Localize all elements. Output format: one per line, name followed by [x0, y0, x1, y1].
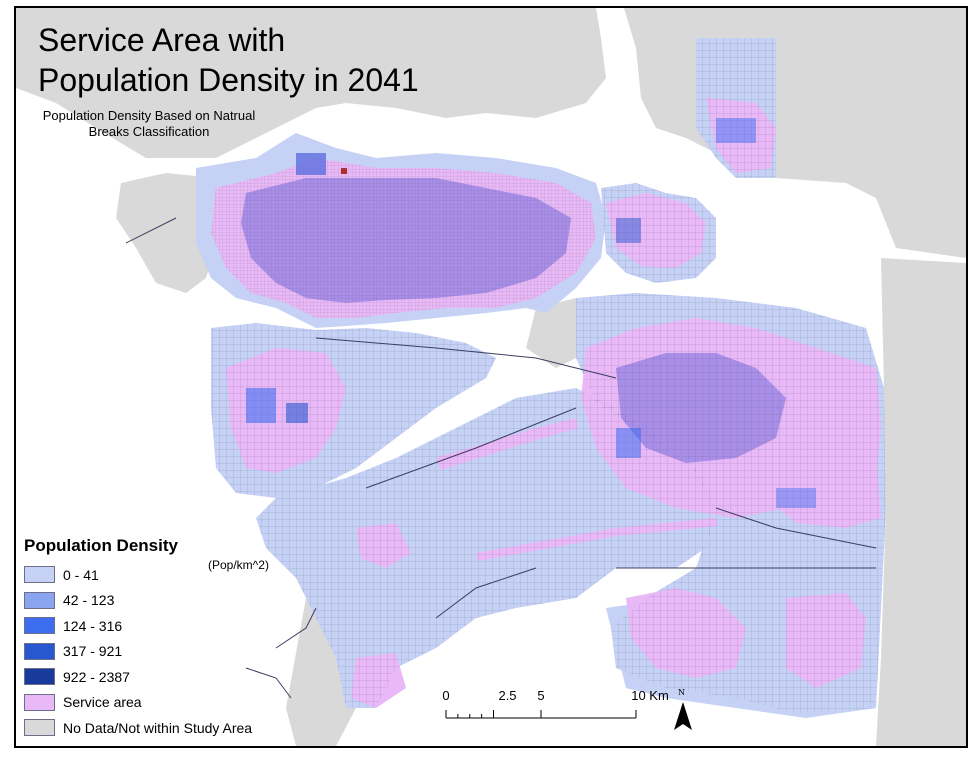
- legend-label: No Data/Not within Study Area: [63, 719, 253, 736]
- legend-label: 922 - 2387: [63, 668, 130, 685]
- legend-swatch: [24, 719, 55, 737]
- legend-swatch: [24, 668, 55, 686]
- legend-items: 0 - 41 42 - 123 124 - 316 317 - 921 922 …: [24, 562, 334, 741]
- scale-bar-graphic: [445, 710, 637, 719]
- north-arrow: N: [671, 688, 695, 734]
- legend-item: 42 - 123: [24, 588, 334, 614]
- density-patch-surrey: [616, 428, 641, 458]
- east-edge-no-data: [876, 258, 966, 746]
- map-canvas: [16, 8, 966, 746]
- north-arrow-icon: [674, 702, 692, 730]
- legend-item: No Data/Not within Study Area: [24, 715, 334, 741]
- density-patch-downtown: [296, 153, 326, 175]
- legend-unit: (Pop/km^2): [208, 558, 269, 572]
- legend-swatch: [24, 693, 55, 711]
- major-roads: [125, 217, 877, 699]
- legend-swatch: [24, 591, 55, 609]
- density-patch-richmond-centre: [286, 403, 308, 423]
- scale-bar-label: 2.5: [498, 688, 517, 703]
- scale-bar-label: 10 Km: [631, 688, 669, 703]
- legend-swatch: [24, 617, 55, 635]
- legend-title: Population Density: [24, 536, 178, 555]
- density-patches: [246, 118, 816, 508]
- legend-item: 124 - 316: [24, 613, 334, 639]
- density-patch-coquitlam: [716, 118, 756, 143]
- scale-bar-label: 0: [442, 688, 450, 703]
- legend-swatch: [24, 566, 55, 584]
- scale-bar: 0 2.5 5 10 Km: [436, 688, 669, 728]
- north-arrow-label: N: [678, 688, 685, 697]
- legend-item: 922 - 2387: [24, 664, 334, 690]
- density-patch-surrey-east: [776, 488, 816, 508]
- density-patch-richmond: [246, 388, 276, 423]
- legend-item: 0 - 41: [24, 562, 334, 588]
- no-data-areas: [16, 8, 966, 746]
- legend-swatch: [24, 642, 55, 660]
- road-network: [211, 38, 886, 713]
- legend-label: 0 - 41: [63, 566, 99, 583]
- legend-label: 124 - 316: [63, 617, 123, 634]
- density-patch-max: [341, 168, 347, 174]
- legend-item: 317 - 921: [24, 639, 334, 665]
- density-patch-burnaby: [616, 218, 641, 243]
- legend-label: 42 - 123: [63, 592, 115, 609]
- map-subtitle: Population Density Based on Natrual Brea…: [42, 108, 256, 139]
- north-shore-no-data: [16, 8, 606, 158]
- legend-item: Service area: [24, 690, 334, 716]
- map-frame: Service Area with Population Density in …: [14, 6, 968, 748]
- legend: Population Density (Pop/km^2) 0 - 41 42 …: [24, 536, 334, 741]
- map-title: Service Area with Population Density in …: [38, 22, 419, 98]
- legend-label: Service area: [63, 694, 142, 711]
- legend-label: 317 - 921: [63, 643, 123, 660]
- scale-bar-label: 5: [537, 688, 545, 703]
